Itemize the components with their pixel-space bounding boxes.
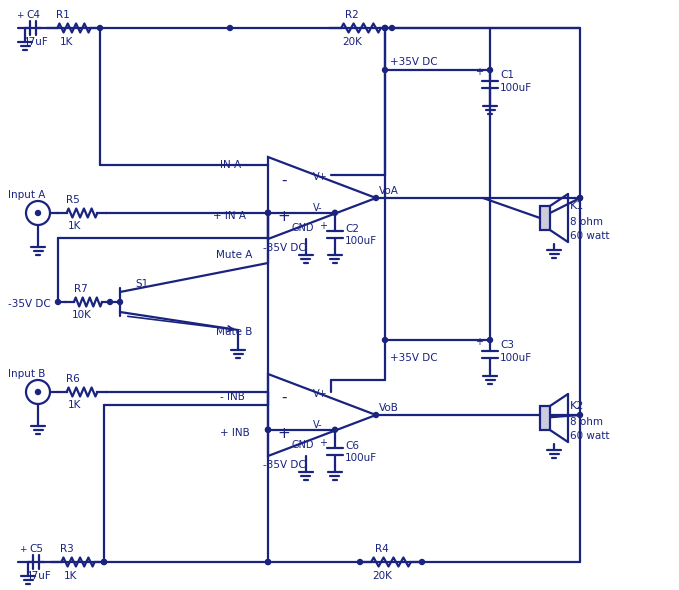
Text: C3: C3 — [500, 340, 514, 350]
Text: - IN A: - IN A — [213, 160, 241, 170]
Circle shape — [382, 25, 388, 31]
Circle shape — [382, 67, 388, 73]
Circle shape — [488, 67, 492, 73]
Text: VoA: VoA — [379, 186, 399, 196]
Circle shape — [117, 300, 122, 304]
Circle shape — [578, 412, 583, 418]
Text: +: + — [278, 425, 291, 441]
Circle shape — [382, 25, 388, 31]
Text: +: + — [475, 67, 483, 77]
Circle shape — [56, 300, 60, 304]
Text: -35V DC: -35V DC — [8, 299, 51, 309]
Text: 1K: 1K — [68, 221, 81, 231]
Text: 20K: 20K — [372, 571, 392, 581]
Circle shape — [382, 337, 388, 343]
Text: 8 ohm: 8 ohm — [570, 217, 603, 227]
Text: R1: R1 — [56, 10, 70, 20]
Text: -35V DC: -35V DC — [263, 242, 306, 253]
Text: +: + — [475, 337, 483, 347]
Circle shape — [265, 559, 270, 565]
Text: 100uF: 100uF — [500, 353, 532, 363]
Circle shape — [101, 559, 107, 565]
Text: C6: C6 — [345, 441, 359, 451]
Text: +: + — [319, 438, 327, 448]
Text: 47uF: 47uF — [25, 571, 51, 581]
Circle shape — [265, 427, 270, 432]
Circle shape — [373, 195, 378, 201]
Text: +: + — [278, 208, 291, 224]
Circle shape — [358, 559, 363, 565]
Circle shape — [390, 25, 394, 31]
Text: K1: K1 — [570, 201, 584, 211]
Text: 1K: 1K — [64, 571, 77, 581]
Text: V-: V- — [314, 203, 323, 213]
Text: 8 ohm: 8 ohm — [570, 417, 603, 427]
Text: VoB: VoB — [379, 403, 399, 413]
Text: 60 watt: 60 watt — [570, 231, 610, 241]
Circle shape — [333, 210, 337, 215]
Polygon shape — [540, 206, 550, 230]
Text: 1K: 1K — [60, 37, 73, 47]
Circle shape — [101, 559, 107, 565]
Text: V+: V+ — [314, 389, 328, 399]
Text: 47uF: 47uF — [22, 37, 48, 47]
Text: -35V DC: -35V DC — [263, 460, 306, 470]
Text: + INB: + INB — [220, 428, 250, 438]
Circle shape — [373, 412, 378, 418]
Text: 60 watt: 60 watt — [570, 431, 610, 441]
Text: R4: R4 — [375, 544, 389, 554]
Circle shape — [578, 195, 583, 201]
Text: +: + — [20, 545, 27, 553]
Text: K2: K2 — [570, 401, 585, 411]
Text: R3: R3 — [60, 544, 74, 554]
Text: C1: C1 — [500, 70, 514, 80]
Circle shape — [578, 195, 583, 201]
Circle shape — [35, 389, 41, 395]
Text: S1: S1 — [135, 279, 148, 289]
Text: +: + — [16, 11, 24, 19]
Text: +35V DC: +35V DC — [390, 353, 438, 363]
Text: R2: R2 — [345, 10, 359, 20]
Text: 20K: 20K — [342, 37, 362, 47]
Text: GND: GND — [292, 440, 314, 450]
Text: C5: C5 — [29, 544, 43, 554]
Text: Mute B: Mute B — [216, 327, 253, 337]
Text: Input B: Input B — [8, 369, 45, 379]
Polygon shape — [540, 406, 550, 430]
Circle shape — [333, 427, 337, 432]
Circle shape — [265, 210, 270, 215]
Text: -: - — [281, 389, 287, 405]
Text: R7: R7 — [74, 284, 88, 294]
Text: Mute A: Mute A — [216, 250, 253, 260]
Circle shape — [35, 211, 41, 215]
Text: R6: R6 — [66, 374, 79, 384]
Text: C2: C2 — [345, 224, 359, 234]
Text: GND: GND — [292, 222, 314, 232]
Circle shape — [107, 300, 113, 304]
Text: 1K: 1K — [68, 400, 81, 410]
Text: C4: C4 — [26, 10, 40, 20]
Text: - INB: - INB — [220, 392, 245, 402]
Circle shape — [227, 25, 232, 31]
Text: +: + — [319, 221, 327, 231]
Circle shape — [420, 559, 424, 565]
Text: -: - — [281, 172, 287, 188]
Text: R5: R5 — [66, 195, 79, 205]
Text: 100uF: 100uF — [345, 236, 377, 246]
Circle shape — [488, 337, 492, 343]
Circle shape — [98, 25, 103, 31]
Text: V-: V- — [314, 420, 323, 430]
Text: +35V DC: +35V DC — [390, 57, 438, 67]
Text: Input A: Input A — [8, 190, 45, 200]
Text: V+: V+ — [314, 172, 328, 182]
Text: 10K: 10K — [72, 310, 92, 320]
Text: 100uF: 100uF — [345, 453, 377, 463]
Text: 100uF: 100uF — [500, 83, 532, 93]
Circle shape — [265, 210, 270, 215]
Circle shape — [265, 559, 270, 565]
Text: + IN A: + IN A — [213, 211, 246, 221]
Circle shape — [265, 427, 270, 432]
